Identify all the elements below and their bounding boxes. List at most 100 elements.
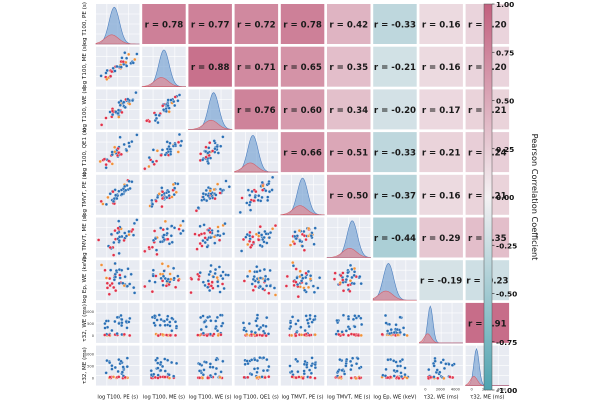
scatter-point	[294, 236, 298, 241]
corr-cell-0-7: r = 0.16	[419, 4, 463, 44]
scatter-point	[302, 333, 307, 337]
scatter-point	[167, 144, 171, 149]
scatter-point	[341, 289, 346, 293]
corr-cell-bg	[327, 4, 371, 44]
scatter-point	[110, 109, 115, 113]
scatter-point	[196, 277, 201, 282]
scatter-point	[294, 322, 298, 326]
scatter-point	[213, 147, 217, 151]
scatter-cell-6-3	[234, 260, 279, 301]
scatter-point	[218, 187, 223, 191]
scatter-point	[162, 269, 166, 273]
scatter-point	[167, 110, 171, 114]
scatter-point	[203, 149, 208, 154]
scatter-point	[221, 359, 225, 363]
scatter-point	[110, 112, 115, 117]
scatter-point	[262, 267, 267, 272]
scatter-point	[336, 329, 340, 333]
scatter-point	[156, 366, 160, 370]
scatter-cell-7-4	[280, 302, 325, 343]
scatter-point	[317, 276, 322, 280]
corr-cell-bg	[373, 4, 417, 44]
scatter-point	[220, 282, 225, 286]
scatter-point	[111, 189, 115, 194]
scatter-point	[176, 182, 180, 186]
colorbar-tick-label: 0.00	[496, 193, 514, 202]
scatter-point	[118, 276, 122, 280]
scatter-point	[290, 315, 295, 319]
scatter-point	[120, 317, 124, 322]
scatter-point	[350, 275, 354, 280]
scatter-point	[214, 319, 218, 323]
scatter-point	[157, 113, 161, 118]
scatter-cell-1-0	[96, 46, 140, 87]
colorbar-tick-label: 1.00	[496, 0, 514, 9]
scatter-point	[124, 234, 129, 238]
scatter-point	[400, 357, 405, 362]
x-axis-label: log TMVT, ME (s)	[327, 395, 370, 400]
x-axis-label: log TMVT, PE (s)	[282, 395, 324, 400]
scatter-point	[261, 188, 265, 192]
scatter-point	[168, 320, 172, 324]
scatter-point	[268, 284, 272, 288]
scatter-point	[208, 373, 213, 378]
scatter-point	[262, 356, 266, 360]
scatter-point	[165, 140, 169, 144]
scatter-point	[313, 226, 317, 230]
scatter-point	[307, 226, 311, 231]
scatter-point	[127, 229, 131, 234]
corr-label: r = 0.16	[422, 63, 461, 73]
corr-label: r = 0.71	[237, 63, 276, 73]
scatter-point	[213, 271, 217, 276]
scatter-cell-8-6	[373, 345, 417, 386]
corr-cell-bg	[327, 89, 371, 130]
scatter-point	[405, 376, 409, 380]
scatter-point	[198, 271, 202, 275]
scatter-point	[117, 151, 121, 155]
scatter-point	[118, 103, 122, 107]
scatter-cell-2-0	[96, 89, 140, 130]
scatter-point	[263, 229, 267, 234]
scatter-point	[122, 332, 126, 337]
scatter-point	[306, 285, 311, 289]
scatter-point	[206, 193, 210, 198]
scatter-point	[258, 284, 262, 289]
scatter-point	[120, 110, 124, 115]
scatter-point	[296, 370, 300, 374]
kde-cell-2-2	[188, 89, 233, 130]
scatter-point	[129, 272, 133, 276]
scatter-point	[380, 332, 384, 337]
scatter-point	[313, 362, 317, 367]
scatter-point	[160, 196, 165, 201]
scatter-point	[357, 314, 361, 318]
scatter-point	[266, 332, 271, 336]
scatter-point	[346, 317, 351, 321]
scatter-point	[108, 74, 113, 78]
scatter-point	[135, 218, 139, 222]
corr-cell-3-7: r = 0.21	[419, 132, 463, 173]
scatter-point	[255, 270, 259, 274]
scatter-point	[213, 267, 218, 272]
scatter-point	[206, 376, 210, 380]
scatter-point	[273, 223, 278, 228]
scatter-point	[178, 223, 183, 228]
scatter-cell-3-1	[142, 132, 186, 173]
scatter-point	[398, 359, 402, 363]
colorbar-tick-label: -0.50	[496, 290, 517, 299]
scatter-point	[123, 105, 127, 110]
scatter-cell-8-4	[280, 345, 325, 386]
corr-cell-bg	[419, 174, 463, 215]
colorbar-tick-label: 0.75	[496, 48, 514, 57]
scatter-point	[392, 368, 396, 373]
scatter-point	[153, 375, 157, 380]
scatter-point	[168, 324, 172, 328]
scatter-point	[113, 188, 117, 192]
scatter-point	[147, 245, 151, 250]
scatter-point	[172, 192, 176, 197]
scatter-point	[117, 239, 122, 243]
scatter-point	[265, 357, 269, 362]
colorbar-tick-label: 0.25	[496, 145, 514, 154]
scatter-point	[254, 232, 259, 236]
scatter-point	[103, 321, 107, 326]
